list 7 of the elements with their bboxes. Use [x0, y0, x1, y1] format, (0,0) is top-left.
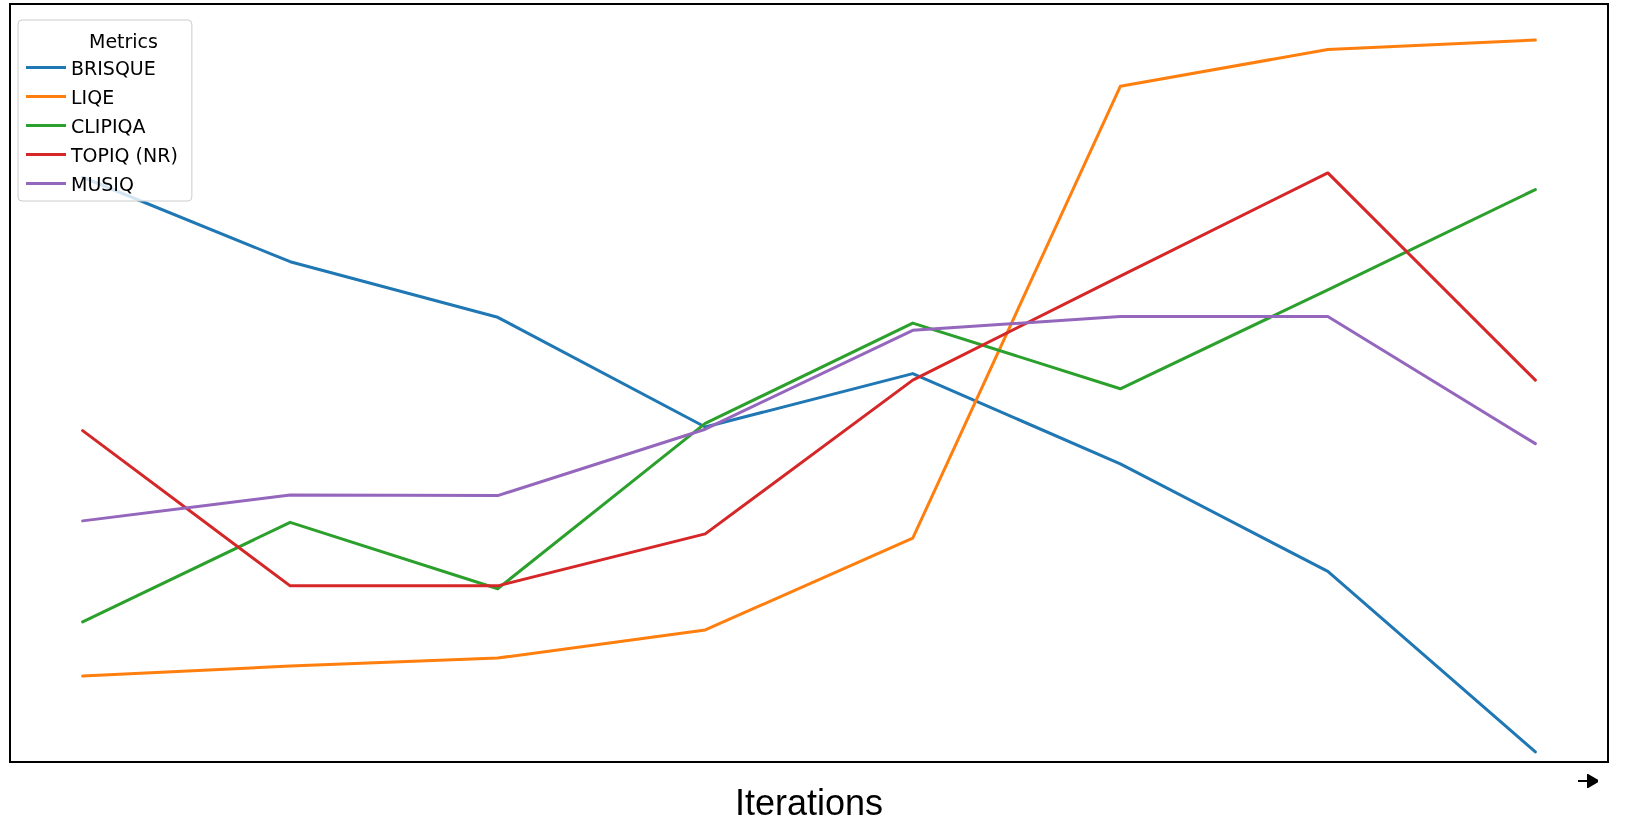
legend-label: CLIPIQA	[71, 114, 146, 137]
x-axis-title: Iterations	[734, 781, 884, 823]
legend-label: MUSIQ	[71, 172, 134, 195]
legend-title: Metrics	[89, 29, 158, 52]
legend-label: BRISQUE	[71, 56, 156, 79]
legend-label: LIQE	[71, 85, 115, 108]
legend-label: TOPIQ (NR)	[70, 143, 178, 166]
